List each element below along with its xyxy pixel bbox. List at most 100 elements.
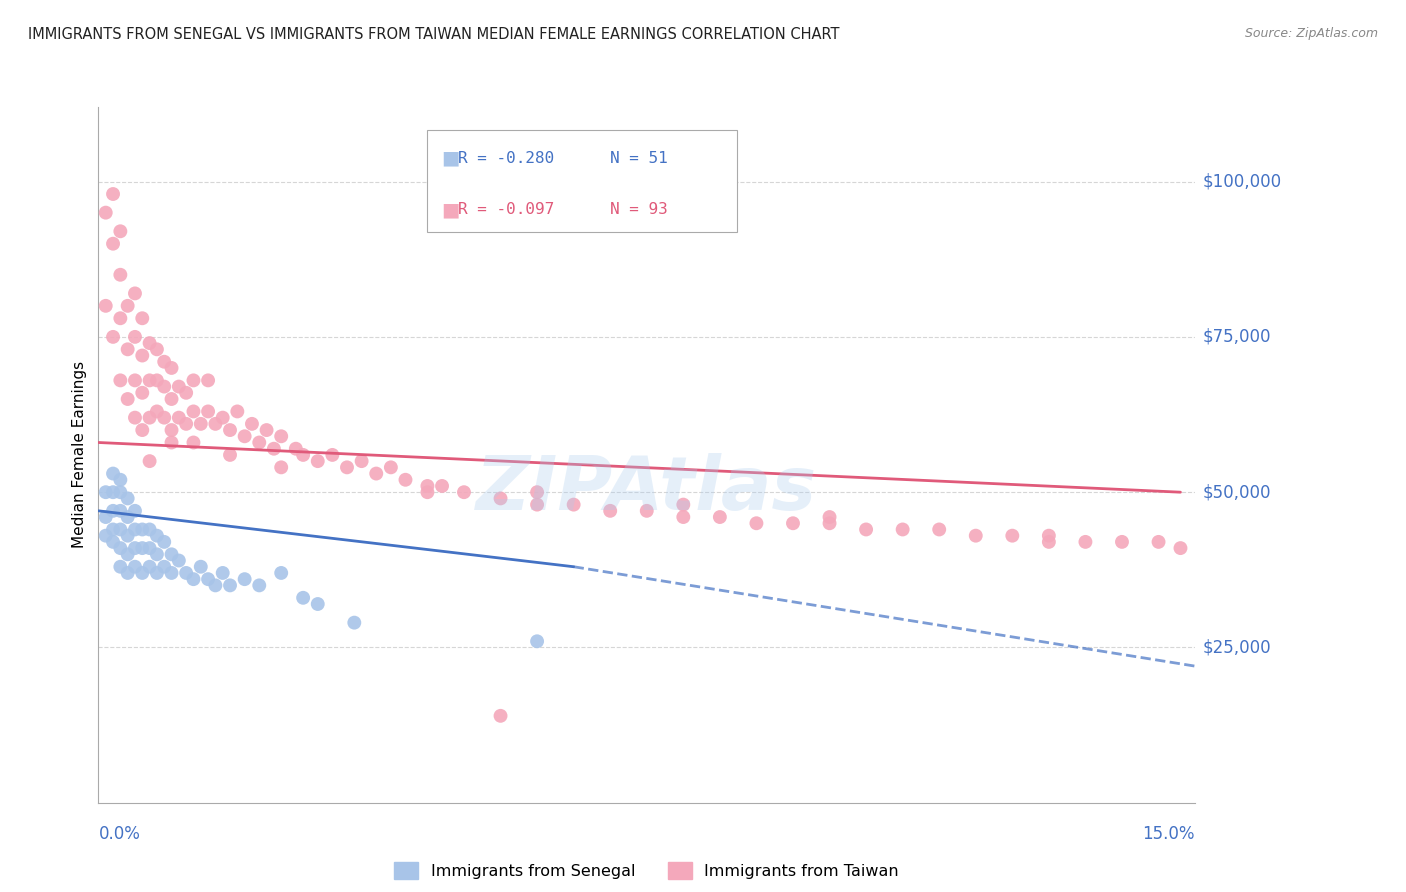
Point bbox=[160, 435, 183, 450]
Point bbox=[124, 504, 146, 518]
Point bbox=[174, 566, 197, 580]
Point bbox=[636, 504, 658, 518]
Point bbox=[1111, 534, 1133, 549]
Point bbox=[101, 186, 124, 201]
Point bbox=[110, 373, 132, 387]
Point bbox=[131, 349, 153, 363]
Point bbox=[183, 373, 205, 387]
Point bbox=[124, 330, 146, 344]
Point bbox=[366, 467, 388, 481]
Point bbox=[167, 379, 190, 393]
Point bbox=[855, 523, 877, 537]
Text: R = -0.097: R = -0.097 bbox=[458, 202, 554, 218]
Text: $100,000: $100,000 bbox=[1202, 172, 1281, 191]
Point bbox=[190, 417, 212, 431]
Point bbox=[307, 454, 329, 468]
Point bbox=[110, 559, 132, 574]
Point bbox=[672, 510, 695, 524]
Point bbox=[1147, 534, 1170, 549]
Point bbox=[416, 485, 439, 500]
Point bbox=[782, 516, 804, 531]
Text: N = 51: N = 51 bbox=[610, 151, 668, 166]
Text: R = -0.280: R = -0.280 bbox=[458, 151, 554, 166]
Point bbox=[101, 330, 124, 344]
Point bbox=[247, 578, 270, 592]
Point bbox=[219, 578, 242, 592]
Point bbox=[110, 224, 132, 238]
Point bbox=[233, 429, 256, 443]
Point bbox=[131, 385, 153, 400]
Legend: Immigrants from Senegal, Immigrants from Taiwan: Immigrants from Senegal, Immigrants from… bbox=[388, 856, 905, 885]
Text: 15.0%: 15.0% bbox=[1143, 825, 1195, 843]
Point bbox=[965, 529, 987, 543]
Point bbox=[110, 541, 132, 555]
Point bbox=[197, 572, 219, 586]
Point bbox=[117, 491, 139, 506]
Point bbox=[1170, 541, 1192, 555]
Point bbox=[745, 516, 768, 531]
Point bbox=[292, 591, 315, 605]
Point bbox=[124, 286, 146, 301]
Point bbox=[153, 410, 176, 425]
Point bbox=[138, 541, 160, 555]
Point bbox=[160, 360, 183, 375]
Point bbox=[270, 429, 292, 443]
Text: $50,000: $50,000 bbox=[1202, 483, 1271, 501]
Point bbox=[101, 523, 124, 537]
Point bbox=[124, 559, 146, 574]
Point bbox=[110, 485, 132, 500]
Point bbox=[818, 516, 841, 531]
Point bbox=[160, 566, 183, 580]
Point bbox=[818, 510, 841, 524]
Text: Source: ZipAtlas.com: Source: ZipAtlas.com bbox=[1244, 27, 1378, 40]
Point bbox=[167, 553, 190, 567]
Point bbox=[153, 379, 176, 393]
Point bbox=[146, 373, 169, 387]
Point bbox=[117, 547, 139, 561]
Point bbox=[343, 615, 366, 630]
Point bbox=[117, 343, 139, 357]
Point bbox=[117, 566, 139, 580]
Point bbox=[526, 498, 548, 512]
Point bbox=[928, 523, 950, 537]
Point bbox=[380, 460, 402, 475]
Point bbox=[263, 442, 285, 456]
Point bbox=[131, 523, 153, 537]
Point bbox=[226, 404, 249, 418]
Point bbox=[131, 423, 153, 437]
Point bbox=[160, 547, 183, 561]
Text: $75,000: $75,000 bbox=[1202, 328, 1271, 346]
Text: ■: ■ bbox=[441, 200, 460, 219]
Point bbox=[1038, 529, 1060, 543]
Point bbox=[489, 708, 512, 723]
Point bbox=[336, 460, 359, 475]
Point bbox=[94, 485, 117, 500]
Point bbox=[110, 523, 132, 537]
Point bbox=[153, 559, 176, 574]
Point bbox=[138, 410, 160, 425]
Point bbox=[284, 442, 307, 456]
Point bbox=[101, 534, 124, 549]
Point bbox=[350, 454, 373, 468]
Point bbox=[526, 634, 548, 648]
Point bbox=[453, 485, 475, 500]
Point bbox=[270, 566, 292, 580]
Point bbox=[489, 491, 512, 506]
Point bbox=[292, 448, 315, 462]
Point bbox=[709, 510, 731, 524]
Point bbox=[167, 410, 190, 425]
Point bbox=[131, 311, 153, 326]
Point bbox=[211, 410, 233, 425]
Point bbox=[94, 299, 117, 313]
Point bbox=[183, 572, 205, 586]
Point bbox=[233, 572, 256, 586]
Point bbox=[1001, 529, 1024, 543]
Point bbox=[110, 504, 132, 518]
Point bbox=[183, 404, 205, 418]
Point bbox=[138, 523, 160, 537]
Point bbox=[138, 559, 160, 574]
Point bbox=[101, 467, 124, 481]
Text: ■: ■ bbox=[441, 149, 460, 168]
Point bbox=[138, 336, 160, 351]
Point bbox=[101, 485, 124, 500]
